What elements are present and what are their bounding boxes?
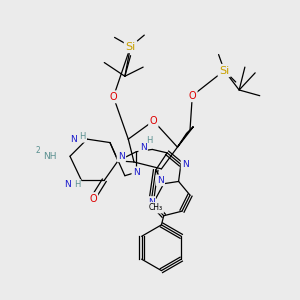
Text: N: N (182, 160, 189, 169)
Text: O: O (150, 116, 157, 126)
Text: Si: Si (219, 66, 230, 76)
Text: H: H (80, 132, 86, 141)
Text: N: N (157, 176, 164, 185)
Text: N: N (140, 142, 146, 152)
Text: N: N (64, 180, 71, 189)
Text: O: O (110, 92, 117, 102)
Text: N: N (118, 152, 125, 161)
Text: O: O (188, 91, 196, 101)
Text: CH₃: CH₃ (149, 203, 163, 212)
Text: H: H (146, 136, 152, 145)
Text: NH: NH (43, 152, 56, 161)
Text: N: N (133, 168, 140, 177)
Text: H: H (74, 180, 80, 189)
Text: N: N (70, 135, 77, 144)
Text: O: O (89, 194, 97, 204)
Polygon shape (177, 127, 194, 147)
Text: Si: Si (125, 41, 136, 52)
Text: 2: 2 (36, 146, 40, 155)
Text: N: N (148, 197, 154, 206)
